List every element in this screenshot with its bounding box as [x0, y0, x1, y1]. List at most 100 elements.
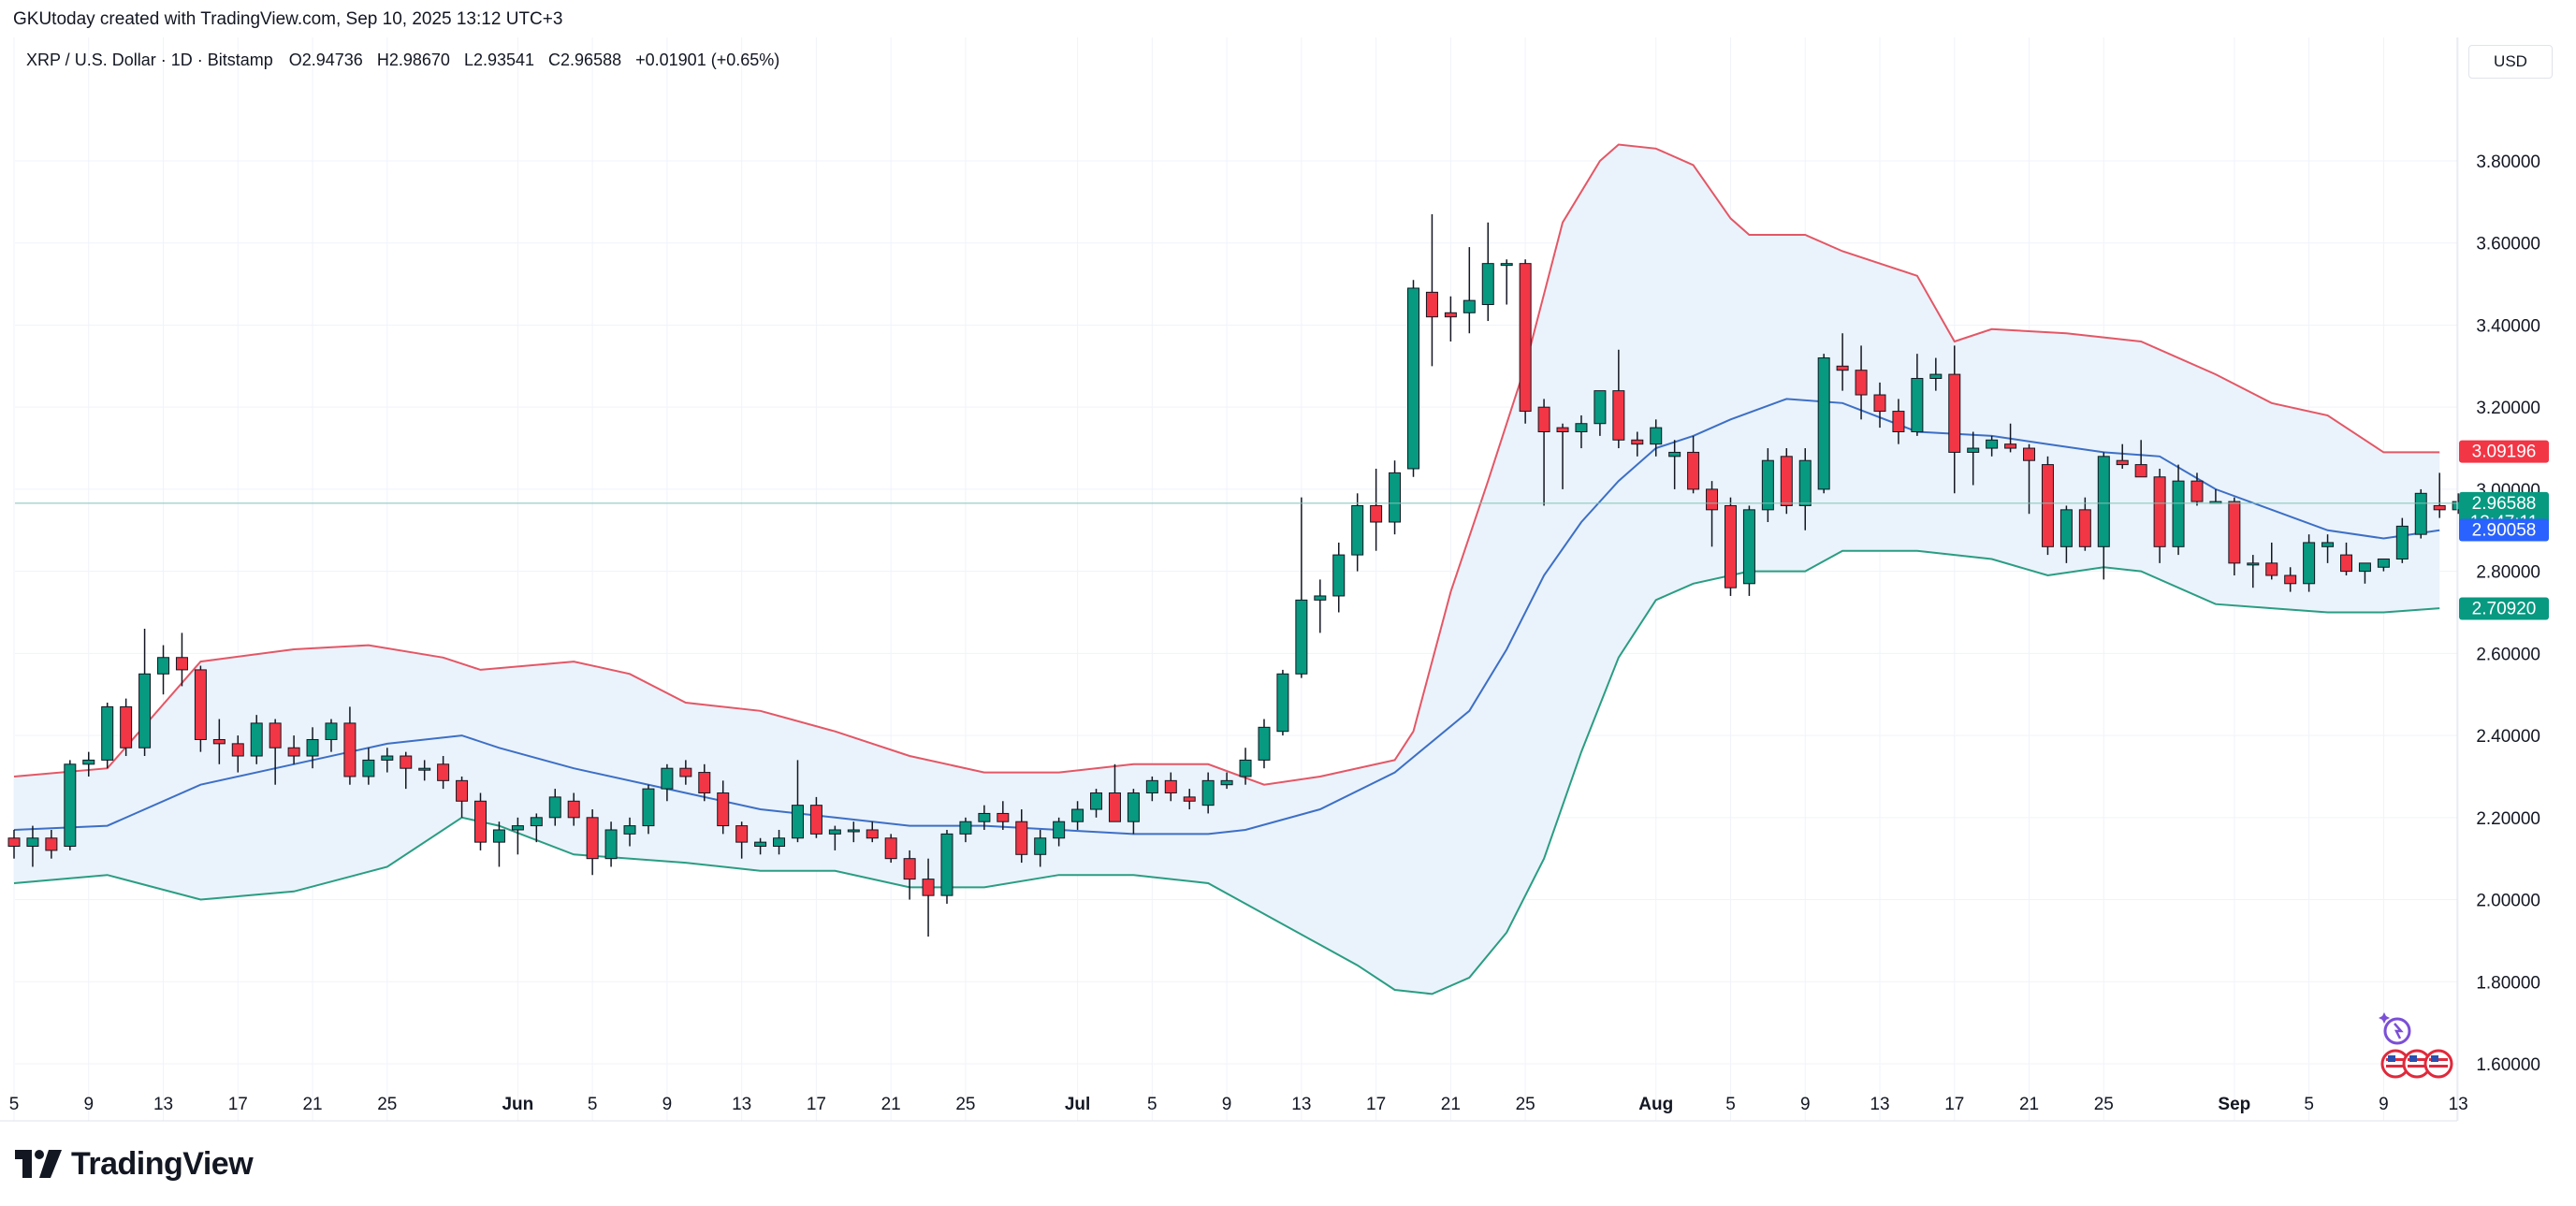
candle[interactable] — [120, 698, 133, 757]
candle[interactable] — [325, 719, 338, 752]
candle[interactable] — [1407, 280, 1419, 477]
candle[interactable] — [1594, 390, 1607, 436]
candle[interactable] — [1314, 579, 1327, 633]
price-axis[interactable]: 3.800003.600003.400003.200003.000002.800… — [2456, 37, 2540, 1121]
candle[interactable] — [400, 751, 413, 790]
candle[interactable] — [661, 763, 674, 802]
candle[interactable] — [717, 780, 730, 835]
candle[interactable] — [2134, 440, 2147, 478]
candle[interactable] — [754, 837, 767, 855]
candle[interactable] — [1108, 763, 1121, 822]
candle[interactable] — [2433, 472, 2446, 518]
candle[interactable] — [343, 706, 357, 785]
candle[interactable] — [381, 748, 394, 773]
candle[interactable] — [194, 665, 207, 752]
candle[interactable] — [101, 703, 114, 769]
candle[interactable] — [1873, 382, 1886, 429]
candle[interactable] — [1631, 431, 1644, 457]
candle[interactable] — [1295, 497, 1308, 678]
candle[interactable] — [456, 776, 469, 818]
candle[interactable] — [269, 719, 282, 785]
candle[interactable] — [1817, 354, 1830, 494]
candle[interactable] — [2023, 443, 2036, 515]
candle[interactable] — [1650, 419, 1663, 457]
candle[interactable] — [866, 821, 879, 843]
candle[interactable] — [1911, 354, 1924, 436]
candle[interactable] — [1519, 259, 1532, 424]
candle[interactable] — [287, 735, 300, 764]
candle[interactable] — [492, 821, 505, 867]
candle[interactable] — [2284, 567, 2297, 592]
candle[interactable] — [2097, 452, 2110, 580]
flag-icons[interactable] — [2380, 1049, 2453, 1079]
candlesticks[interactable] — [7, 214, 2465, 937]
candle[interactable] — [1444, 296, 1457, 341]
candle[interactable] — [903, 850, 916, 900]
candle[interactable] — [2414, 488, 2427, 539]
candle[interactable] — [1500, 259, 1513, 305]
candle[interactable] — [212, 719, 226, 764]
candle[interactable] — [604, 821, 618, 867]
candle[interactable] — [1332, 542, 1346, 613]
candle[interactable] — [1090, 789, 1103, 818]
candle[interactable] — [306, 727, 319, 769]
candle[interactable] — [437, 756, 450, 790]
candle[interactable] — [679, 760, 692, 785]
candle[interactable] — [2078, 497, 2091, 551]
tradingview-logo[interactable]: TradingView — [15, 1143, 254, 1184]
candle[interactable] — [138, 629, 152, 757]
candle[interactable] — [1780, 448, 1793, 515]
candle[interactable] — [2228, 497, 2241, 576]
candle[interactable] — [26, 825, 39, 867]
candle[interactable] — [45, 829, 58, 859]
candle[interactable] — [773, 829, 786, 855]
candle[interactable] — [1706, 481, 1719, 547]
candle[interactable] — [1258, 719, 1271, 769]
candle[interactable] — [1948, 345, 1961, 494]
magic-icon[interactable] — [2379, 1012, 2411, 1045]
candle[interactable] — [1556, 423, 1569, 489]
candle[interactable] — [250, 715, 263, 764]
candle[interactable] — [2340, 542, 2352, 576]
candle[interactable] — [1071, 801, 1084, 830]
candle[interactable] — [642, 784, 655, 835]
candle[interactable] — [847, 821, 860, 843]
candle[interactable] — [809, 796, 822, 838]
candle[interactable] — [1761, 448, 1774, 522]
candle[interactable] — [2172, 464, 2185, 556]
candle[interactable] — [940, 829, 953, 904]
candle[interactable] — [530, 813, 543, 843]
candle[interactable] — [978, 805, 991, 830]
candle[interactable] — [828, 825, 841, 850]
candle[interactable] — [474, 792, 487, 850]
candle[interactable] — [1575, 414, 1588, 449]
candle[interactable] — [1986, 435, 1999, 457]
candle[interactable] — [418, 760, 431, 781]
candle[interactable] — [884, 834, 897, 864]
candle[interactable] — [1929, 357, 1943, 391]
candle[interactable] — [64, 760, 77, 850]
candle[interactable] — [1239, 748, 1252, 785]
candle[interactable] — [1389, 460, 1402, 535]
candle[interactable] — [922, 858, 935, 937]
candle[interactable] — [698, 763, 711, 802]
candle[interactable] — [82, 751, 95, 777]
candle[interactable] — [2004, 423, 2017, 453]
candle[interactable] — [1053, 817, 1066, 847]
candle[interactable] — [586, 809, 599, 876]
candle[interactable] — [1183, 789, 1196, 810]
time-axis[interactable]: 5 9 13 17 21 25 Jun 5 9 13 17 21 25 Jul 5 9 13 17 21 25 Aug 5… — [0, 1095, 2468, 1122]
candle[interactable] — [1967, 431, 1980, 486]
candle[interactable] — [2303, 534, 2316, 592]
candle[interactable] — [1034, 829, 1047, 867]
candle[interactable] — [231, 735, 244, 773]
candle[interactable] — [2041, 456, 2054, 556]
candle[interactable] — [1724, 497, 1737, 596]
candle[interactable] — [511, 817, 524, 855]
candle[interactable] — [791, 760, 804, 843]
candle[interactable] — [1612, 349, 1625, 449]
candle[interactable] — [1015, 809, 1028, 864]
candle[interactable] — [1127, 789, 1140, 835]
candle[interactable] — [1836, 333, 1849, 391]
